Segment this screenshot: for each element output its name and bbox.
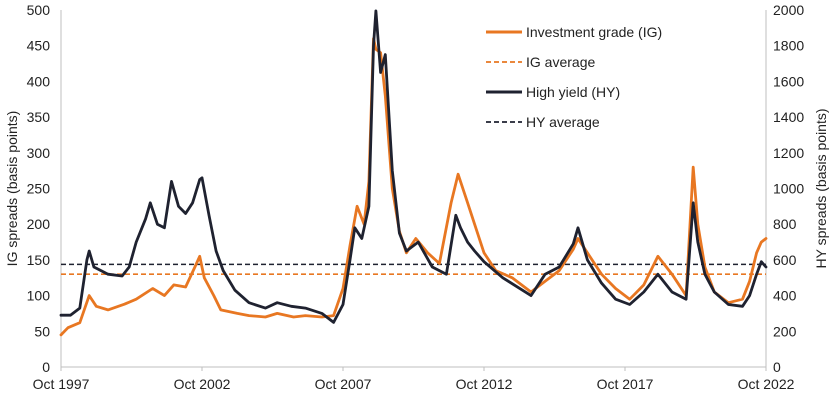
- y-right-tick-label: 600: [773, 252, 797, 268]
- y-right-tick-label: 2000: [773, 2, 804, 18]
- y-left-tick-label: 100: [27, 288, 51, 304]
- y-right-tick-label: 1000: [773, 181, 804, 197]
- x-tick-label: Oct 2017: [597, 376, 654, 392]
- y-left-tick-label: 200: [27, 216, 51, 232]
- y-right-tick-label: 200: [773, 323, 797, 339]
- legend-label: HY average: [526, 114, 600, 130]
- axes-layer: [60, 10, 767, 368]
- investment-grade-ig-series-line: [59, 37, 768, 337]
- x-tick-label: Oct 2022: [738, 376, 795, 392]
- y-right-tick-label: 1200: [773, 145, 804, 161]
- y-left-tick-label: 350: [27, 109, 51, 125]
- y-right-tick-label: 1400: [773, 109, 804, 125]
- y-left-tick-label: 150: [27, 252, 51, 268]
- series-layer: [59, 9, 768, 337]
- y-left-tick-label: 300: [27, 145, 51, 161]
- high-yield-hy-series-line: [59, 9, 768, 324]
- legend-label: Investment grade (IG): [526, 24, 662, 40]
- y-left-tick-label: 250: [27, 181, 51, 197]
- y-axis-left-title: IG spreads (basis points): [4, 111, 20, 267]
- y-right-tick-label: 400: [773, 288, 797, 304]
- legend-label: High yield (HY): [526, 84, 620, 100]
- y-right-tick-label: 1600: [773, 73, 804, 89]
- y-axis-right-title: HY spreads (basis points): [813, 108, 829, 268]
- y-left-tick-label: 0: [42, 359, 50, 375]
- x-tick-label: Oct 2007: [315, 376, 372, 392]
- y-left-tick-label: 400: [27, 73, 51, 89]
- x-tick-label: Oct 1997: [33, 376, 90, 392]
- tick-labels-layer: 0 50 100 150 200 250 300 350 400 450 500 0 200 400 600…: [27, 2, 805, 392]
- y-left-tick-label: 500: [27, 2, 51, 18]
- x-tick-label: Oct 2002: [174, 376, 231, 392]
- x-tick-label: Oct 2012: [456, 376, 513, 392]
- y-right-tick-label: 1800: [773, 38, 804, 54]
- average-lines-layer: [61, 263, 766, 275]
- legend-label: IG average: [526, 54, 595, 70]
- legend: Investment grade (IG) IG average High yiel…: [486, 24, 662, 130]
- y-right-tick-label: 0: [773, 359, 781, 375]
- y-left-tick-label: 50: [34, 323, 50, 339]
- y-right-tick-label: 800: [773, 216, 797, 232]
- y-left-tick-label: 450: [27, 38, 51, 54]
